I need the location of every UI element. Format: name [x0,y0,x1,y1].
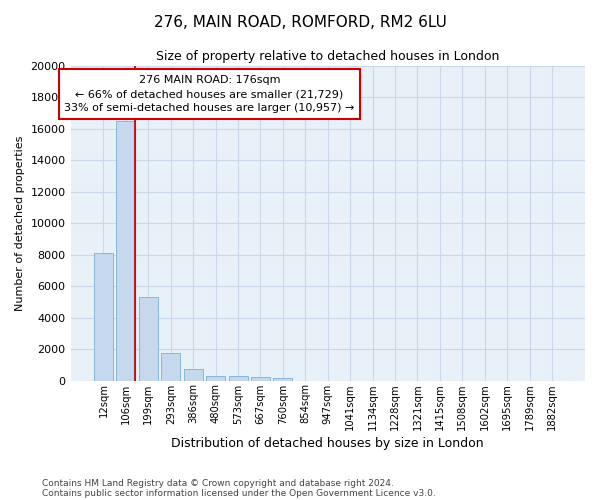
Bar [116,120,136,380]
Y-axis label: Number of detached properties: Number of detached properties [15,136,25,310]
Title: Size of property relative to detached houses in London: Size of property relative to detached ho… [156,50,499,63]
Bar [229,376,248,380]
Bar [94,253,113,380]
Bar [274,378,292,380]
Bar [206,376,225,380]
Text: 276 MAIN ROAD: 176sqm
← 66% of detached houses are smaller (21,729)
33% of semi-: 276 MAIN ROAD: 176sqm ← 66% of detached … [64,75,355,113]
Text: Contains public sector information licensed under the Open Government Licence v3: Contains public sector information licen… [42,488,436,498]
Bar [184,368,203,380]
Text: Contains HM Land Registry data © Crown copyright and database right 2024.: Contains HM Land Registry data © Crown c… [42,478,394,488]
X-axis label: Distribution of detached houses by size in London: Distribution of detached houses by size … [172,437,484,450]
Bar [161,353,180,380]
Bar [139,297,158,380]
Text: 276, MAIN ROAD, ROMFORD, RM2 6LU: 276, MAIN ROAD, ROMFORD, RM2 6LU [154,15,446,30]
Bar [251,378,270,380]
